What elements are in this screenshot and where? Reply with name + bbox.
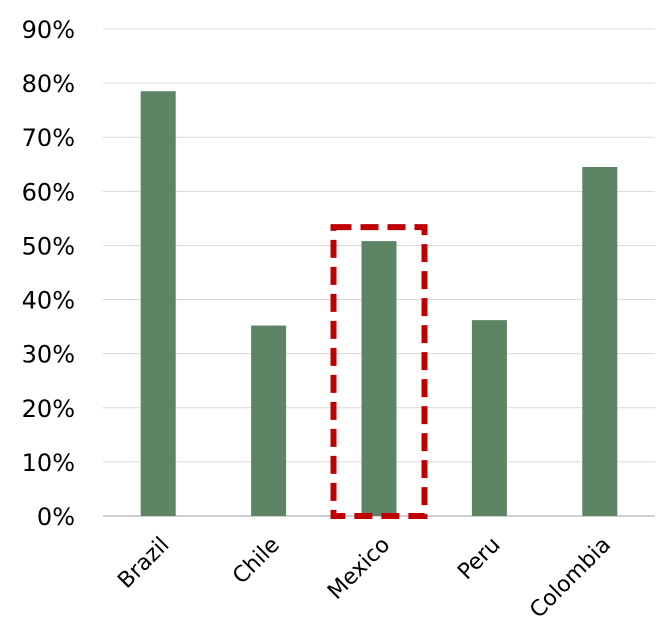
category-label-peru: Peru xyxy=(453,533,505,585)
y-tick-label: 50% xyxy=(22,232,75,260)
y-axis-tick-labels: 0% 10% 20% 30% 40% 50% 60% 70% 80% 90% xyxy=(22,16,75,531)
y-tick-label: 40% xyxy=(22,287,75,315)
category-label-colombia: Colombia xyxy=(525,533,616,624)
y-tick-label: 90% xyxy=(22,16,75,44)
y-tick-label: 20% xyxy=(22,395,75,423)
y-tick-label: 30% xyxy=(22,341,75,369)
category-label-chile: Chile xyxy=(228,533,285,590)
bar-brazil xyxy=(140,91,176,516)
category-label-mexico: Mexico xyxy=(323,533,395,605)
bar-colombia xyxy=(582,166,618,516)
bar-chile xyxy=(251,325,287,516)
y-tick-label: 70% xyxy=(22,124,75,152)
x-axis-category-labels: Brazil Chile Mexico Peru Colombia xyxy=(113,533,616,624)
category-label-brazil: Brazil xyxy=(113,533,174,594)
bar-peru xyxy=(471,320,507,516)
y-tick-label: 80% xyxy=(22,70,75,98)
bar-mexico xyxy=(361,241,397,517)
y-tick-label: 10% xyxy=(22,449,75,477)
bars xyxy=(140,91,618,517)
y-tick-label: 0% xyxy=(37,503,75,531)
y-tick-label: 60% xyxy=(22,178,75,206)
